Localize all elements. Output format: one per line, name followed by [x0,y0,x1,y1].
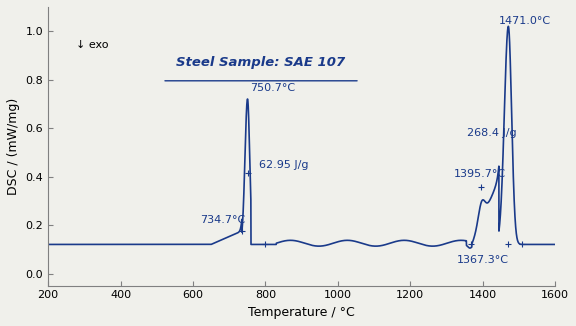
Text: 750.7°C: 750.7°C [250,83,295,93]
Y-axis label: DSC / (mW/mg): DSC / (mW/mg) [7,98,20,195]
Text: 62.95 J/g: 62.95 J/g [259,160,308,170]
Text: ↓ exo: ↓ exo [76,40,108,51]
Text: 268.4 J/g: 268.4 J/g [468,128,517,138]
Text: 1471.0°C: 1471.0°C [499,16,551,26]
Text: 1395.7°C: 1395.7°C [454,169,506,179]
X-axis label: Temperature / °C: Temperature / °C [248,306,355,319]
Text: 734.7°C: 734.7°C [200,215,245,225]
Text: 1367.3°C: 1367.3°C [457,255,509,265]
Text: Steel Sample: SAE 107: Steel Sample: SAE 107 [176,56,346,69]
